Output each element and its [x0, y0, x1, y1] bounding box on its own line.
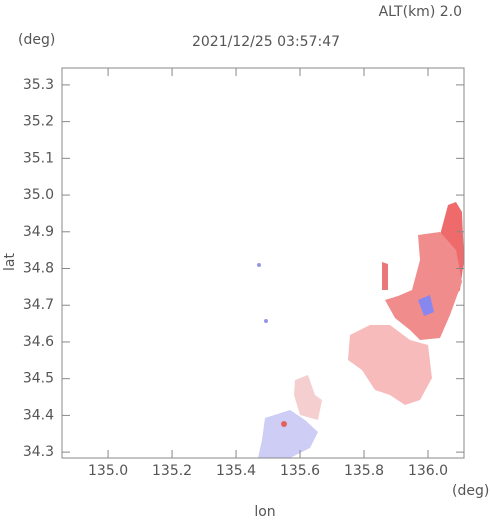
- echo: [348, 325, 432, 405]
- y-axis-label: lat: [2, 253, 18, 271]
- chart-title: 2021/12/25 03:57:47: [192, 34, 340, 50]
- echo: [258, 410, 318, 458]
- x-tick-label: 135.6: [280, 463, 320, 479]
- y-tick-label: 35.1: [23, 150, 54, 166]
- y-tick-label: 34.9: [23, 224, 54, 240]
- echo: [385, 232, 462, 340]
- y-tick-label: 34.7: [23, 297, 54, 313]
- y-tick-label: 34.3: [23, 444, 54, 460]
- x-tick-label: 135.2: [152, 463, 192, 479]
- x-tick-label: 135.8: [344, 463, 384, 479]
- x-unit: (deg): [452, 483, 489, 499]
- y-tick-label: 34.5: [23, 371, 54, 387]
- x-tick-label: 136.0: [408, 463, 448, 479]
- plot-frame: [61, 67, 465, 459]
- y-tick-label: 35.0: [23, 187, 54, 203]
- x-axis-label: lon: [254, 504, 275, 520]
- echo: [281, 421, 287, 427]
- y-tick-label: 34.4: [23, 407, 54, 423]
- y-unit: (deg): [18, 32, 55, 48]
- y-tick-label: 35.2: [23, 114, 54, 130]
- echo: [418, 295, 434, 316]
- y-tick-label: 35.3: [23, 77, 54, 93]
- altitude-label: ALT(km) 2.0: [379, 4, 462, 20]
- x-tick-label: 135.4: [216, 463, 256, 479]
- y-tick-label: 34.6: [23, 334, 54, 350]
- x-tick-label: 135.0: [88, 463, 128, 479]
- echo-regions: [257, 202, 464, 458]
- y-tick-label: 34.8: [23, 261, 54, 277]
- echo: [257, 263, 261, 267]
- echo: [264, 319, 268, 323]
- echo: [294, 375, 322, 420]
- echo: [382, 262, 388, 290]
